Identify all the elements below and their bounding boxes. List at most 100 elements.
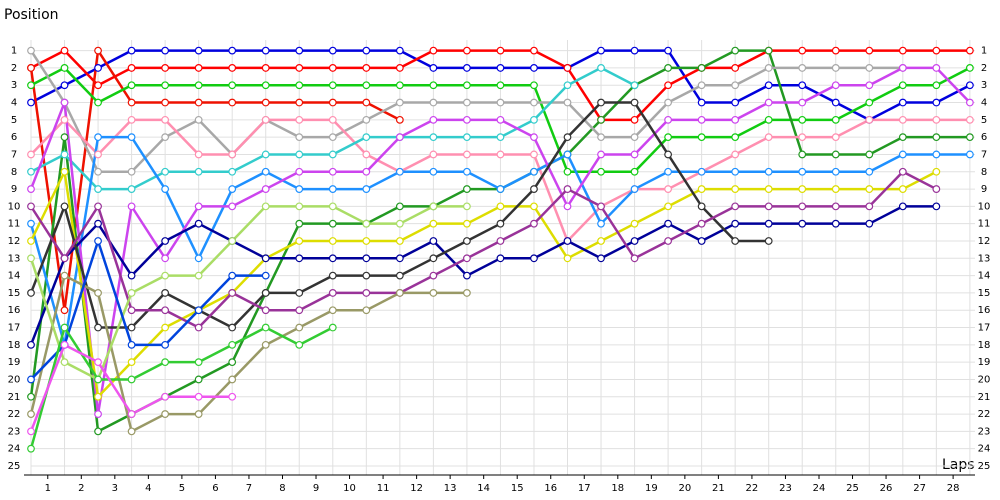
y-tick-label: 9 — [11, 184, 17, 195]
y-tick-label-right: 4 — [981, 98, 987, 109]
point — [261, 46, 270, 55]
point — [261, 323, 270, 332]
point — [563, 185, 572, 193]
point — [127, 306, 136, 315]
y-tick-label: 3 — [11, 80, 17, 91]
y-tick-label-right: 13 — [978, 253, 991, 264]
point — [965, 115, 974, 124]
point — [463, 81, 471, 90]
point — [328, 167, 337, 176]
point — [463, 64, 471, 72]
point — [328, 81, 337, 90]
point — [261, 289, 270, 297]
point — [295, 340, 304, 349]
point — [127, 64, 136, 72]
point — [932, 98, 941, 107]
point — [731, 81, 740, 90]
point — [597, 64, 605, 72]
point — [94, 185, 102, 193]
point — [127, 375, 136, 384]
point — [932, 115, 941, 124]
y-tick-label: 19 — [8, 357, 21, 368]
point — [161, 254, 170, 263]
point — [697, 115, 706, 124]
point — [94, 410, 102, 418]
point — [194, 98, 203, 107]
point — [597, 46, 605, 55]
point — [60, 98, 69, 107]
point — [496, 237, 505, 245]
point — [261, 202, 270, 211]
point — [27, 427, 35, 436]
point — [328, 46, 337, 55]
point — [60, 167, 69, 176]
point — [228, 98, 237, 107]
point — [194, 219, 203, 228]
point — [563, 202, 572, 211]
x-tick-label: 3 — [112, 483, 118, 494]
point — [463, 150, 471, 159]
point — [664, 219, 672, 228]
point — [831, 202, 840, 211]
point — [530, 167, 538, 176]
point — [563, 64, 572, 72]
y-tick-label-right: 9 — [981, 184, 987, 195]
y-tick-label-right: 6 — [981, 132, 987, 143]
point — [697, 219, 706, 228]
point — [228, 202, 237, 211]
point — [496, 219, 505, 228]
point — [395, 115, 404, 124]
x-tick-label: 28 — [947, 483, 960, 494]
point — [228, 150, 237, 159]
x-tick-label: 25 — [846, 483, 859, 494]
point — [831, 81, 840, 90]
point — [630, 98, 639, 107]
point — [161, 133, 170, 142]
point — [395, 271, 404, 280]
x-tick-label: 20 — [678, 483, 691, 494]
point — [865, 81, 874, 90]
point — [161, 392, 170, 401]
point — [831, 115, 840, 124]
y-tick-label: 4 — [11, 98, 17, 109]
y-tick-label-right: 22 — [978, 409, 991, 420]
x-tick-label: 6 — [212, 483, 218, 494]
point — [563, 133, 572, 142]
point — [395, 202, 404, 211]
point — [362, 46, 371, 55]
point — [261, 254, 270, 263]
point — [194, 392, 203, 401]
point — [328, 202, 337, 211]
point — [161, 340, 170, 349]
point — [898, 133, 907, 142]
point — [127, 133, 136, 142]
point — [664, 167, 672, 176]
point — [60, 340, 69, 349]
y-tick-label-right: 17 — [978, 323, 991, 334]
point — [697, 202, 706, 211]
point — [362, 64, 371, 72]
point — [27, 150, 35, 159]
point — [865, 185, 874, 193]
point — [27, 98, 35, 107]
point — [731, 202, 740, 211]
y-tick-label: 7 — [11, 149, 17, 160]
x-tick-label: 24 — [813, 483, 826, 494]
point — [60, 271, 69, 280]
point — [664, 185, 672, 193]
point — [261, 340, 270, 349]
point — [27, 410, 35, 418]
point — [530, 64, 538, 72]
y-tick-label-right: 15 — [978, 288, 991, 299]
point — [932, 81, 941, 90]
point — [362, 289, 371, 297]
point — [362, 185, 371, 193]
point — [261, 271, 270, 280]
point — [965, 133, 974, 142]
point — [965, 98, 974, 107]
point — [764, 219, 773, 228]
point — [228, 289, 237, 297]
point — [127, 427, 136, 436]
series-line — [29, 205, 937, 346]
y-tick-label-right: 23 — [978, 426, 991, 437]
